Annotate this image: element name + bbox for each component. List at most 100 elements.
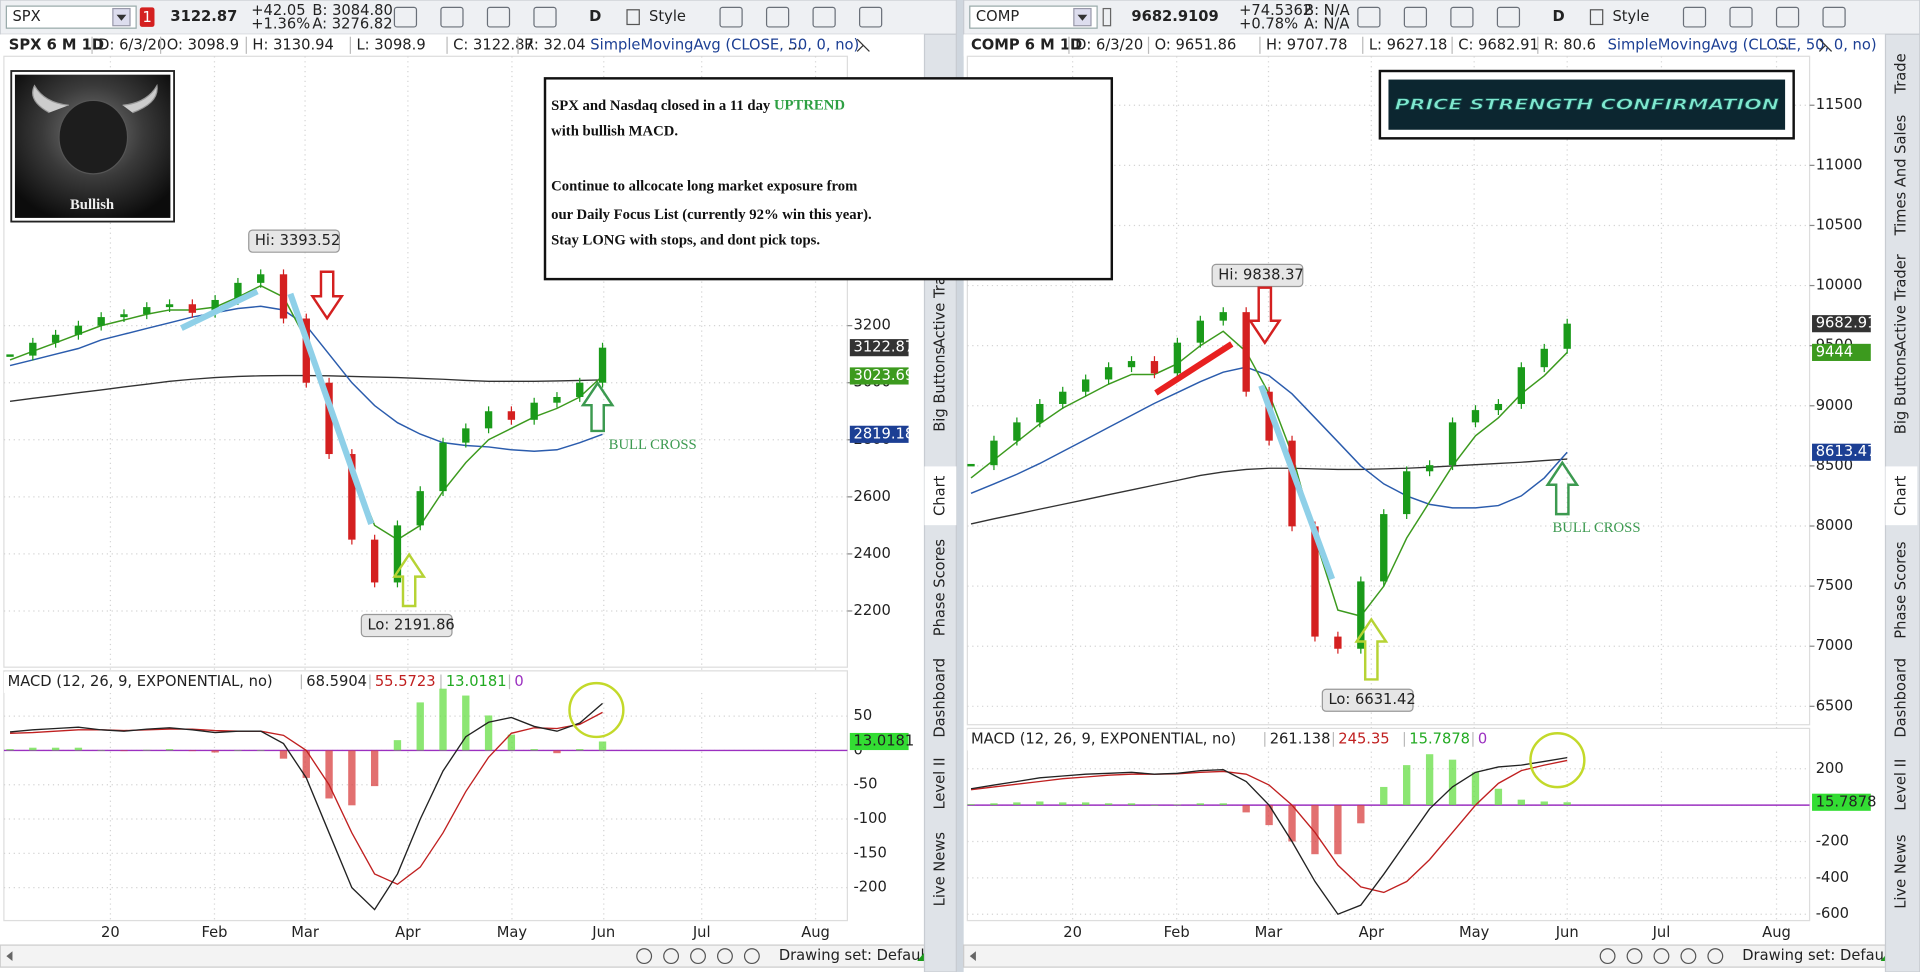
- toolbar-button[interactable]: [440, 6, 464, 28]
- aggregation[interactable]: D: [589, 8, 601, 25]
- aggregation[interactable]: D: [1553, 8, 1565, 25]
- pct-change: +0.78%: [1239, 15, 1298, 32]
- macd-histogram-bar: [484, 715, 493, 751]
- time-label: Feb: [1164, 924, 1190, 941]
- y-tick-label: 7500: [1816, 577, 1853, 594]
- tool-icon[interactable]: [717, 948, 733, 965]
- side-tab[interactable]: Level II: [931, 757, 948, 809]
- side-tab[interactable]: Big Buttons: [931, 347, 948, 432]
- toolbar-button[interactable]: [859, 6, 883, 28]
- tool-icon[interactable]: [1626, 948, 1643, 965]
- y-tick-label: 11500: [1816, 96, 1863, 113]
- toolbar-button[interactable]: [1775, 6, 1800, 28]
- toolbar-button[interactable]: [1729, 6, 1753, 28]
- candle: [211, 299, 219, 313]
- toolbar-button[interactable]: [1357, 6, 1381, 28]
- candle: [1494, 403, 1503, 411]
- candle: [1104, 367, 1113, 380]
- macd-histogram-bar: [1150, 805, 1159, 806]
- candle: [97, 317, 105, 326]
- side-tab[interactable]: Trade: [1892, 53, 1909, 94]
- toolbar-button[interactable]: [533, 6, 557, 28]
- dropdown-icon: [116, 14, 127, 21]
- tool-icon[interactable]: [1680, 948, 1697, 965]
- candle: [1357, 581, 1365, 649]
- time-label: Apr: [395, 924, 421, 941]
- toolbar-button[interactable]: [486, 6, 511, 28]
- side-tab[interactable]: Live News: [931, 832, 948, 906]
- arrow-annotation: [310, 270, 345, 321]
- side-tab[interactable]: Phase Scores: [931, 539, 948, 636]
- tool-icon[interactable]: [1599, 948, 1616, 965]
- macd-histogram-bar: [553, 750, 561, 754]
- time-label: Mar: [291, 924, 320, 941]
- side-tab[interactable]: Big Buttons: [1892, 349, 1909, 434]
- toolbar-button[interactable]: [1682, 6, 1707, 28]
- side-tab[interactable]: Times And Sales: [1892, 115, 1909, 237]
- price-axis-label-text: 9682.91: [1816, 315, 1877, 332]
- note-line: with bullish MACD.: [551, 124, 678, 140]
- drawing-set: Drawing set: Default: [779, 947, 931, 964]
- side-tab[interactable]: Level II: [1892, 759, 1909, 811]
- macd-histogram-bar: [97, 750, 105, 752]
- candle: [1242, 312, 1250, 392]
- macd-histogram-bar: [325, 750, 333, 799]
- side-tab[interactable]: Active Trader: [1892, 253, 1909, 350]
- macd-histogram-bar: [1448, 759, 1457, 806]
- style-icon: [1589, 9, 1604, 26]
- toolbar: [963, 0, 1920, 35]
- candle: [484, 411, 493, 429]
- macd-histogram-bar: [1334, 805, 1342, 855]
- tool-icon[interactable]: [690, 948, 706, 965]
- toolbar-button[interactable]: [765, 6, 790, 28]
- macd-axis-label: [1812, 793, 1871, 811]
- toolbar-button[interactable]: [393, 6, 418, 28]
- symbol-input[interactable]: [969, 5, 1098, 29]
- time-label: Aug: [1762, 924, 1791, 941]
- net-change: +74.5362: [1239, 2, 1312, 19]
- toolbar-button[interactable]: [719, 6, 743, 28]
- macd-line: [9, 702, 603, 911]
- toolbar-button[interactable]: [1450, 6, 1474, 28]
- tool-icon[interactable]: [743, 948, 760, 965]
- side-tab[interactable]: Chart: [931, 475, 948, 516]
- price-bubble-text: Lo: 6631.42: [1328, 691, 1415, 708]
- note-highlight: UPTREND: [774, 98, 845, 114]
- style-menu[interactable]: Style: [1612, 8, 1649, 25]
- toolbar-button[interactable]: [1496, 6, 1521, 28]
- tool-icon[interactable]: [663, 948, 680, 965]
- side-tab[interactable]: Chart: [1892, 475, 1909, 516]
- price-axis-label-text: 3122.87: [853, 339, 914, 356]
- side-tab[interactable]: Dashboard: [1892, 658, 1909, 738]
- tool-icon[interactable]: [636, 948, 653, 965]
- y-tick-label: 3200: [853, 317, 890, 334]
- side-tab[interactable]: Phase Scores: [1892, 541, 1909, 638]
- style-menu[interactable]: Style: [649, 8, 686, 25]
- signal-line: [970, 759, 1568, 894]
- macd-histogram-bar: [257, 750, 265, 752]
- price-axis-label: [849, 339, 909, 357]
- candle: [1173, 342, 1182, 374]
- tool-icon[interactable]: [1707, 948, 1724, 965]
- y-tick-label: 6500: [1816, 697, 1853, 714]
- study-line-item: L: 3098.9: [356, 36, 425, 53]
- toolbar-button[interactable]: [1403, 6, 1428, 28]
- time-label: Jul: [692, 924, 711, 941]
- symbol-input[interactable]: [5, 5, 137, 29]
- toolbar-button[interactable]: [812, 6, 836, 28]
- study-bar: [963, 34, 1886, 57]
- macd-histogram-bar: [393, 740, 402, 751]
- y-tick-label: 200: [1816, 760, 1844, 777]
- candle: [1540, 348, 1548, 368]
- arrow-annotation: [1247, 286, 1282, 345]
- toolbar-button[interactable]: [1822, 6, 1846, 28]
- style-icon: [626, 9, 640, 26]
- candle: [598, 347, 607, 383]
- tool-icon[interactable]: [1653, 948, 1670, 965]
- macd-histogram-bar: [1196, 803, 1204, 806]
- side-tab[interactable]: Live News: [1892, 834, 1909, 908]
- side-tab[interactable]: Dashboard: [931, 658, 948, 738]
- time-label: Feb: [201, 924, 227, 941]
